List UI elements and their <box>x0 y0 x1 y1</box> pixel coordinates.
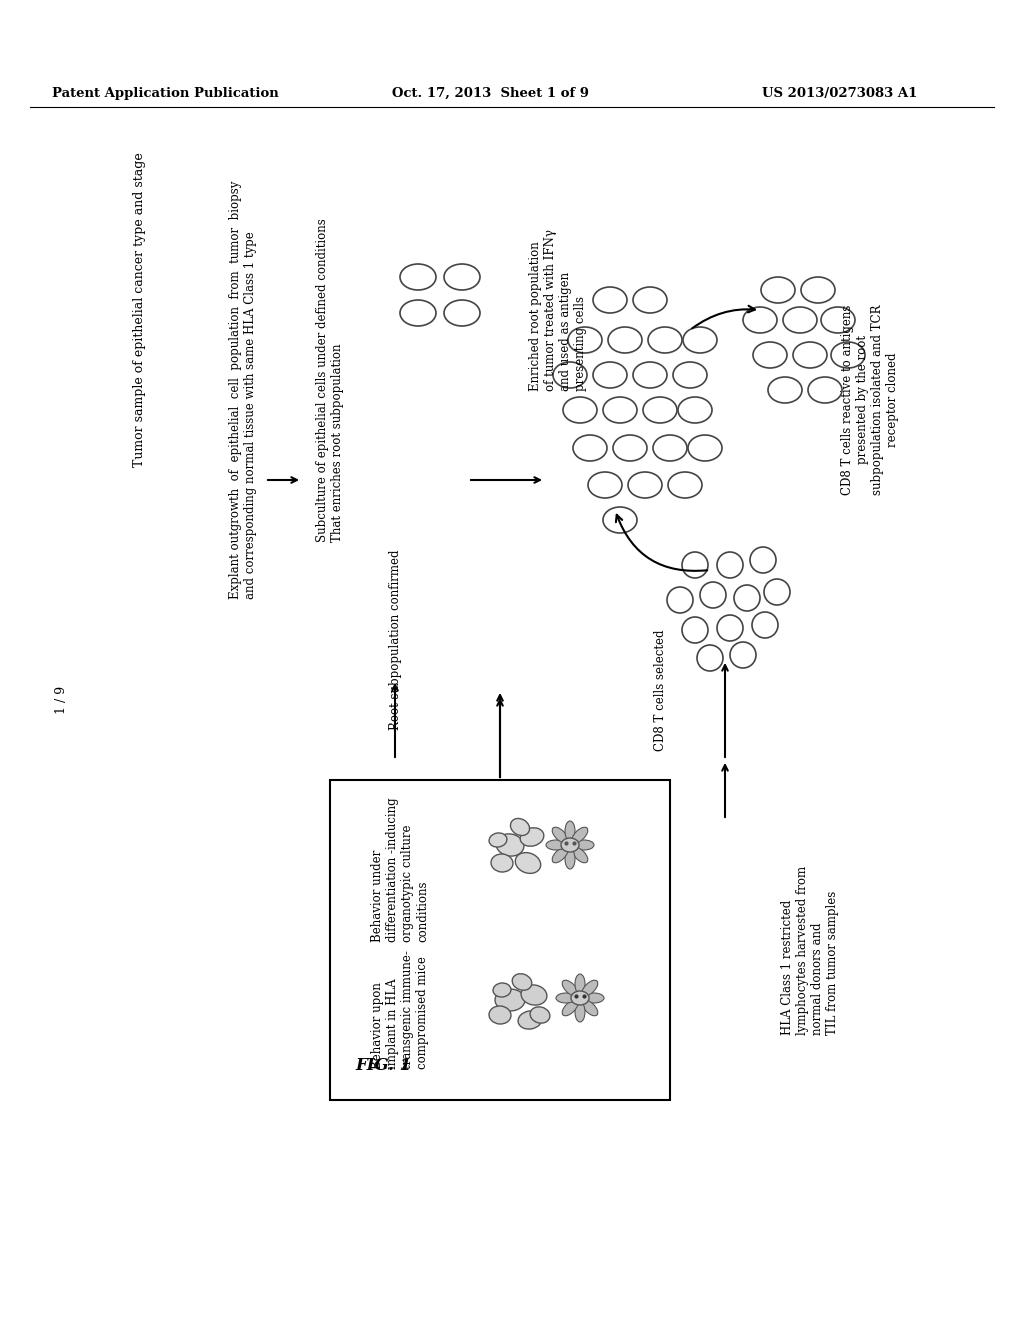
Text: CD8 T cells reactive to antigens
presented by the root
subpopulation isolated an: CD8 T cells reactive to antigens present… <box>841 305 899 495</box>
Ellipse shape <box>783 308 817 333</box>
Ellipse shape <box>520 828 544 846</box>
Ellipse shape <box>593 286 627 313</box>
Text: Root subpopulation confirmed: Root subpopulation confirmed <box>388 549 401 730</box>
Ellipse shape <box>546 840 566 850</box>
Ellipse shape <box>673 362 707 388</box>
Circle shape <box>734 585 760 611</box>
Ellipse shape <box>565 821 575 841</box>
Ellipse shape <box>603 507 637 533</box>
Ellipse shape <box>653 436 687 461</box>
Text: HLA Class 1 restricted
lymphocytes harvested from
normal donors and
TIL from tum: HLA Class 1 restricted lymphocytes harve… <box>781 866 839 1035</box>
FancyArrowPatch shape <box>692 306 755 329</box>
Ellipse shape <box>496 834 524 857</box>
Ellipse shape <box>493 983 511 997</box>
Ellipse shape <box>515 853 541 874</box>
Circle shape <box>752 612 778 638</box>
Text: 1 / 9: 1 / 9 <box>55 686 69 714</box>
Ellipse shape <box>582 1001 598 1016</box>
Ellipse shape <box>573 436 607 461</box>
Text: Subculture of epithelial cells under defined conditions
That enriches root subpo: Subculture of epithelial cells under def… <box>316 218 344 543</box>
Ellipse shape <box>678 397 712 422</box>
Text: CD8 T cells selected: CD8 T cells selected <box>653 630 667 751</box>
Ellipse shape <box>584 993 604 1003</box>
Ellipse shape <box>613 436 647 461</box>
Ellipse shape <box>575 1002 585 1022</box>
Circle shape <box>717 552 743 578</box>
Text: Tumor sample of epithelial cancer type and stage: Tumor sample of epithelial cancer type a… <box>133 153 146 467</box>
Ellipse shape <box>562 981 578 997</box>
Circle shape <box>697 645 723 671</box>
Ellipse shape <box>768 378 802 403</box>
Ellipse shape <box>793 342 827 368</box>
Circle shape <box>700 582 726 609</box>
Circle shape <box>717 615 743 642</box>
FancyBboxPatch shape <box>330 780 670 1100</box>
Ellipse shape <box>574 840 594 850</box>
Ellipse shape <box>521 985 547 1005</box>
Ellipse shape <box>761 277 795 304</box>
Ellipse shape <box>753 342 787 368</box>
Ellipse shape <box>743 308 777 333</box>
Ellipse shape <box>518 1011 542 1030</box>
Circle shape <box>750 546 776 573</box>
Ellipse shape <box>495 989 525 1011</box>
Text: Enriched root population
of tumor treated with IFNγ
and used as antigen
presenti: Enriched root population of tumor treate… <box>529 230 587 391</box>
Ellipse shape <box>633 362 667 388</box>
Ellipse shape <box>628 473 662 498</box>
Circle shape <box>730 642 756 668</box>
Circle shape <box>682 616 708 643</box>
Ellipse shape <box>648 327 682 352</box>
Ellipse shape <box>633 286 667 313</box>
Ellipse shape <box>552 847 568 863</box>
FancyArrowPatch shape <box>615 515 708 570</box>
Ellipse shape <box>588 473 622 498</box>
Circle shape <box>682 552 708 578</box>
Text: Behavior under
differentiation -inducing
organotypic culture
conditions: Behavior under differentiation -inducing… <box>371 797 429 942</box>
Ellipse shape <box>582 981 598 997</box>
Ellipse shape <box>530 1007 550 1023</box>
Circle shape <box>764 579 790 605</box>
Ellipse shape <box>512 974 531 990</box>
Ellipse shape <box>563 397 597 422</box>
Text: US 2013/0273083 A1: US 2013/0273083 A1 <box>762 87 918 99</box>
Text: Behavior upon
implant in HLA
transgenic immune-
compromised mice: Behavior upon implant in HLA transgenic … <box>371 950 429 1069</box>
Ellipse shape <box>572 847 588 863</box>
Ellipse shape <box>808 378 842 403</box>
Ellipse shape <box>683 327 717 352</box>
Ellipse shape <box>568 327 602 352</box>
Ellipse shape <box>400 300 436 326</box>
Ellipse shape <box>571 991 589 1005</box>
Ellipse shape <box>510 818 529 836</box>
Ellipse shape <box>643 397 677 422</box>
Ellipse shape <box>444 300 480 326</box>
Text: Oct. 17, 2013  Sheet 1 of 9: Oct. 17, 2013 Sheet 1 of 9 <box>391 87 589 99</box>
Ellipse shape <box>553 362 587 388</box>
Text: Patent Application Publication: Patent Application Publication <box>51 87 279 99</box>
Ellipse shape <box>572 828 588 843</box>
Ellipse shape <box>575 974 585 994</box>
Ellipse shape <box>556 993 575 1003</box>
Ellipse shape <box>444 264 480 290</box>
Ellipse shape <box>688 436 722 461</box>
Circle shape <box>667 587 693 612</box>
Ellipse shape <box>668 473 702 498</box>
Ellipse shape <box>608 327 642 352</box>
Text: FIG. 1: FIG. 1 <box>355 1056 412 1073</box>
Ellipse shape <box>489 833 507 847</box>
Ellipse shape <box>400 264 436 290</box>
Ellipse shape <box>831 342 865 368</box>
Ellipse shape <box>489 1006 511 1024</box>
Text: Explant outgrowth  of  epithelial  cell  population  from  tumor  biopsy
and cor: Explant outgrowth of epithelial cell pop… <box>229 181 257 599</box>
Ellipse shape <box>603 397 637 422</box>
Ellipse shape <box>562 1001 578 1016</box>
Ellipse shape <box>801 277 835 304</box>
Ellipse shape <box>561 838 579 851</box>
Ellipse shape <box>492 854 513 873</box>
Ellipse shape <box>821 308 855 333</box>
Ellipse shape <box>593 362 627 388</box>
Ellipse shape <box>565 849 575 869</box>
Ellipse shape <box>552 828 568 843</box>
